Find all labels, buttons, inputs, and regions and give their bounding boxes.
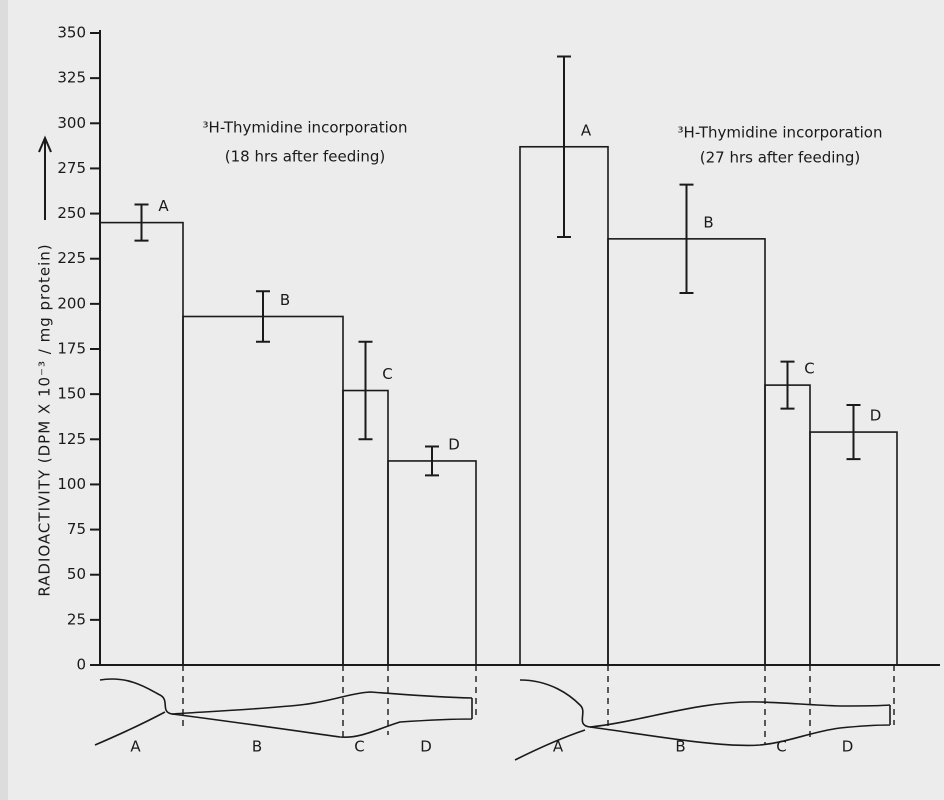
segment-label: C [776,738,786,756]
bar-label: D [870,407,882,425]
y-tick-label: 175 [57,340,86,358]
y-tick-label: 0 [76,656,86,674]
bar-label: A [581,121,592,139]
chart: RADIOACTIVITY (DPM X 10⁻³ / mg protein) … [0,0,944,800]
segment-label: C [354,738,364,756]
panel-title: ³H-Thymidine incorporation [203,119,408,137]
panel-subtitle: (18 hrs after feeding) [225,148,386,166]
panel-subtitle: (27 hrs after feeding) [700,149,861,167]
panel-title: ³H-Thymidine incorporation [678,124,883,142]
y-tick-label: 200 [57,294,86,312]
y-tick-label: 275 [57,159,86,177]
y-tick-label: 125 [57,430,86,448]
bar-label: B [703,213,713,231]
y-tick-label: 250 [57,204,86,222]
segment-label: D [842,738,854,756]
y-tick-label: 75 [67,520,86,538]
segment-label: D [420,738,432,756]
y-tick-label: 100 [57,475,86,493]
bar-label: C [804,360,814,378]
segment-label: A [130,738,141,756]
segment-label: B [252,738,262,756]
y-tick-label: 150 [57,385,86,403]
y-tick-label: 50 [67,565,86,583]
y-tick-label: 225 [57,249,86,267]
y-tick-label: 350 [57,24,86,42]
bar-label: A [158,197,169,215]
y-tick-label: 325 [57,69,86,87]
y-tick-label: 25 [67,610,86,628]
y-tick-label: 300 [57,114,86,132]
bar-label: D [448,435,460,453]
bar-label: C [382,365,392,383]
bar-label: B [280,291,290,309]
segment-label: B [675,738,685,756]
y-axis-label: RADIOACTIVITY (DPM X 10⁻³ / mg protein) [36,243,54,596]
segment-label: A [553,738,564,756]
